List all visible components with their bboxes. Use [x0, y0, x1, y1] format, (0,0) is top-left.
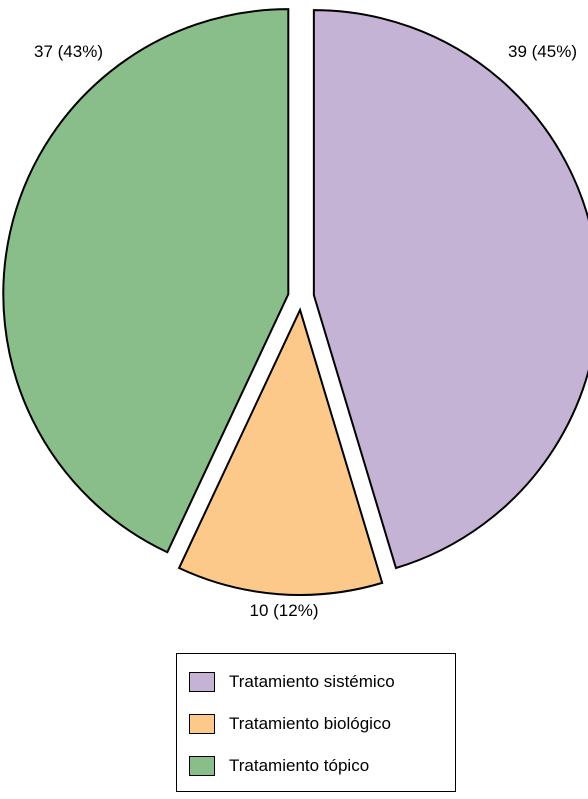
legend-swatch-sistemico — [189, 672, 215, 692]
legend-label-biologico: Tratamiento biológico — [229, 714, 391, 733]
data-label-sistemico: 39 (45%) — [508, 42, 577, 61]
legend-item-sistemico: Tratamiento sistémico — [189, 671, 395, 693]
legend-label-topico: Tratamiento tópico — [229, 756, 370, 775]
legend-swatch-topico — [189, 756, 215, 776]
pie-slice-topico — [2, 8, 290, 554]
legend-swatch-biologico — [189, 714, 215, 734]
pie-data-labels: 39 (45%) 10 (12%) 37 (43%) — [34, 42, 577, 620]
data-label-biologico: 10 (12%) — [250, 601, 319, 620]
legend-label-sistemico: Tratamiento sistémico — [229, 672, 395, 691]
data-label-topico: 37 (43%) — [34, 42, 103, 61]
legend-item-biologico: Tratamiento biológico — [189, 713, 391, 735]
legend: Tratamiento sistémico Tratamiento biológ… — [176, 653, 456, 792]
pie-slice-biologico — [177, 307, 384, 596]
pie-chart: 39 (45%) 10 (12%) 37 (43%) — [2, 8, 588, 620]
pie-slice-sistemico — [312, 9, 588, 570]
pie-slices — [2, 8, 588, 596]
legend-item-topico: Tratamiento tópico — [189, 755, 369, 777]
